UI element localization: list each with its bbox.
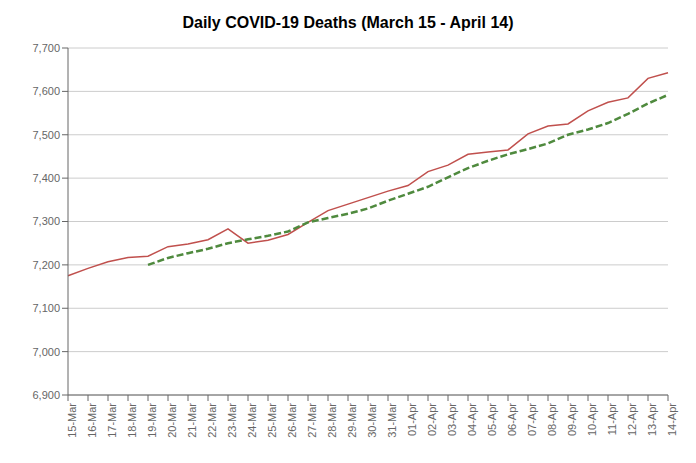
svg-text:22-Mar: 22-Mar [206, 403, 218, 438]
svg-text:7,100: 7,100 [32, 302, 60, 314]
svg-text:18-Mar: 18-Mar [126, 403, 138, 438]
svg-text:23-Mar: 23-Mar [226, 403, 238, 438]
svg-text:16-Mar: 16-Mar [86, 403, 98, 438]
svg-text:7,300: 7,300 [32, 215, 60, 227]
svg-text:30-Mar: 30-Mar [366, 403, 378, 438]
svg-text:7,200: 7,200 [32, 259, 60, 271]
svg-text:7,700: 7,700 [32, 42, 60, 54]
svg-text:07-Apr: 07-Apr [526, 403, 538, 436]
svg-text:25-Mar: 25-Mar [266, 403, 278, 438]
svg-text:02-Apr: 02-Apr [426, 403, 438, 436]
svg-text:12-Apr: 12-Apr [626, 403, 638, 436]
svg-text:7,500: 7,500 [32, 129, 60, 141]
svg-text:03-Apr: 03-Apr [446, 403, 458, 436]
svg-text:09-Apr: 09-Apr [566, 403, 578, 436]
svg-text:7,600: 7,600 [32, 85, 60, 97]
svg-text:04-Apr: 04-Apr [466, 403, 478, 436]
svg-text:21-Mar: 21-Mar [186, 403, 198, 438]
svg-text:14-Apr: 14-Apr [666, 403, 678, 436]
svg-text:01-Apr: 01-Apr [406, 403, 418, 436]
html-text:Daily COVID-19 Deaths (March 1: Daily COVID-19 Deaths (March 15 - April … [182, 14, 514, 31]
svg-text:7,000: 7,000 [32, 346, 60, 358]
svg-text:6,900: 6,900 [32, 389, 60, 401]
svg-text:11-Apr: 11-Apr [606, 403, 618, 436]
svg-text:13-Apr: 13-Apr [646, 403, 658, 436]
svg-text:10-Apr: 10-Apr [586, 403, 598, 436]
svg-text:17-Mar: 17-Mar [106, 403, 118, 438]
svg-text:26-Mar: 26-Mar [286, 403, 298, 438]
svg-text:28-Mar: 28-Mar [326, 403, 338, 438]
svg-text:27-Mar: 27-Mar [306, 403, 318, 438]
svg-text:7,400: 7,400 [32, 172, 60, 184]
svg-text:05-Apr: 05-Apr [486, 403, 498, 436]
svg-text:29-Mar: 29-Mar [346, 403, 358, 438]
svg-text:31-Mar: 31-Mar [386, 403, 398, 438]
svg-text:19-Mar: 19-Mar [146, 403, 158, 438]
svg-text:24-Mar: 24-Mar [246, 403, 258, 438]
svg-text:20-Mar: 20-Mar [166, 403, 178, 438]
svg-text:08-Apr: 08-Apr [546, 403, 558, 436]
svg-text:06-Apr: 06-Apr [506, 403, 518, 436]
svg-text:15-Mar: 15-Mar [66, 403, 78, 438]
